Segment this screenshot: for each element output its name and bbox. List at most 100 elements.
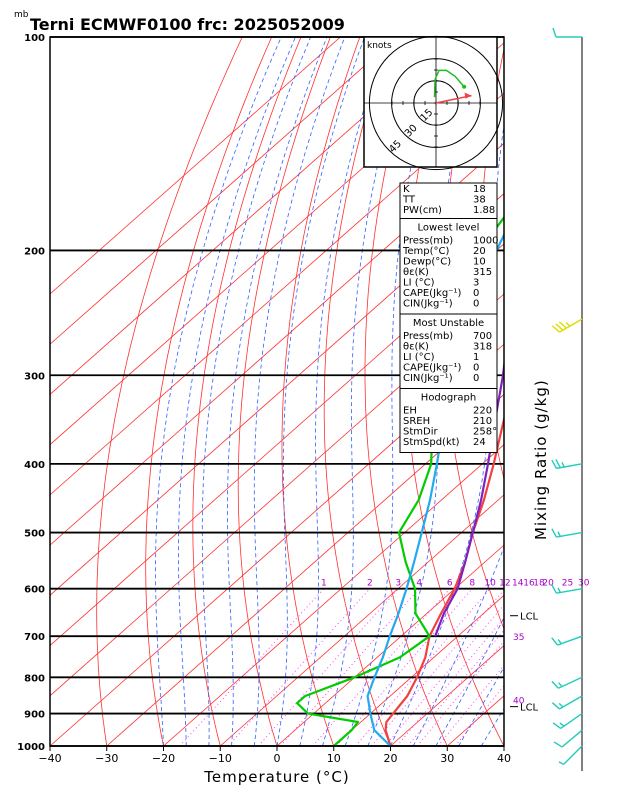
wind-barb-staff [556,588,583,594]
mixing-ratio-label: 4 [416,579,422,589]
index-key: TT [402,195,416,206]
dry-adiabat-line [96,37,243,746]
index-key: CIN(Jkg⁻¹) [403,373,453,384]
index-key: θε(K) [403,267,429,278]
virtual-temperature-profile [434,357,504,637]
wind-barb-half-flag [558,682,563,688]
moist-adiabat-line [322,37,413,746]
pressure-tick-label: 100 [24,33,45,44]
index-value: 220 [473,406,492,417]
mixing-ratio-line [280,588,420,746]
index-key: PW(cm) [403,205,442,216]
index-value: 3 [473,278,479,289]
pressure-tick-label: 1000 [17,742,45,753]
moist-adiabat-line [227,37,328,746]
index-key: CAPE(Jkg⁻¹) [403,288,461,299]
mixing-ratio-label: 16 [523,579,535,589]
dry-adiabat-line [281,37,361,746]
wind-barb-half-flag [557,639,562,645]
index-key: LI (°C) [403,352,435,363]
wind-barbs [551,27,583,771]
isotherm-line [50,193,504,596]
moist-adiabat-line [344,37,443,746]
index-key: θε(K) [403,342,429,353]
index-value: 1 [473,352,479,363]
x-tick-label: 30 [440,752,454,765]
x-tick-label: −40 [38,752,61,765]
dry-adiabat-line [323,37,391,746]
wind-barb-flag [551,637,559,646]
wind-barb-flag [551,528,558,538]
index-value: 258° [473,427,497,438]
hodograph-trace [433,69,465,98]
pressure-tick-label: 900 [24,710,45,721]
wind-barb-staff [561,729,583,748]
wind-barb-flag [552,722,562,730]
moist-adiabat-line [253,37,346,746]
wind-barb-staff [560,712,583,730]
isotherm-line [219,494,504,746]
pressure-tick-label: 400 [24,460,45,471]
index-value: 210 [473,416,492,427]
mixing-ratio-label: 20 [542,579,554,589]
wind-barb-half-flag [558,702,564,708]
index-value: 318 [473,342,492,353]
index-value: 1.88 [473,205,495,216]
mixing-ratio-line [336,588,473,746]
wind-barb-flag [551,584,558,594]
mixing-ratio-line [179,588,325,746]
indices-section-box [399,218,498,315]
isotherm-line [50,37,455,395]
wind-barb-half-flag [557,531,561,537]
wind-barb-flag [552,27,557,38]
index-value: 700 [473,331,492,342]
index-value: 0 [473,288,479,299]
index-key: SREH [403,416,430,427]
wind-barb-staff [563,745,583,765]
x-axis-label: Temperature (°C) [203,768,349,786]
lcl-label: LCL [520,703,539,714]
wind-barb-half-flag [557,587,561,593]
mixing-ratio-label: 3 [395,579,401,589]
index-value: 0 [473,299,479,310]
indices-section-title: Most Unstable [413,318,484,329]
index-value: 0 [473,373,479,384]
wind-barb-flag [555,323,564,331]
wind-barb-staff [556,463,583,470]
wind-barb-half-flag [558,761,564,766]
x-tick-label: −30 [95,752,118,765]
wind-barb-staff [559,318,583,333]
mixing-ratio-label: 2 [367,579,373,589]
index-value: 24 [473,437,486,448]
pressure-tick-label: 600 [24,585,45,596]
mixing-ratio-label: 30 [578,579,590,589]
index-key: K [403,184,410,195]
pressure-tick-label: 700 [24,632,45,643]
isotherm-line [50,37,398,345]
indices-section-box [399,388,498,453]
index-key: Press(mb) [403,331,453,342]
hodograph-unit-label: knots [367,41,392,51]
wind-barb-half-flag [559,722,565,727]
index-value: 20 [473,246,486,257]
wind-barb-flag [555,459,561,469]
hodograph-ring [368,35,504,171]
index-key: Dewp(°C) [403,257,451,268]
dry-adiabat-line [192,37,302,746]
index-value: 1000 [473,236,498,247]
lcl-label: LCL [520,612,539,623]
dry-adiabat-line [145,37,273,746]
mixing-ratio-axis-label: Mixing Ratio (g/kg) [532,379,550,540]
isotherm-line [276,544,504,746]
dry-adiabat-line [237,37,331,746]
chart-title: Terni ECMWF0100 frc: 2025052009 [30,15,345,34]
mixing-ratio-label: 14 [512,579,524,589]
mixing-ratio-label: 1 [321,579,327,589]
wind-barb-half-flag [561,462,565,468]
index-value: 38 [473,195,486,206]
x-tick-label: 0 [274,752,281,765]
